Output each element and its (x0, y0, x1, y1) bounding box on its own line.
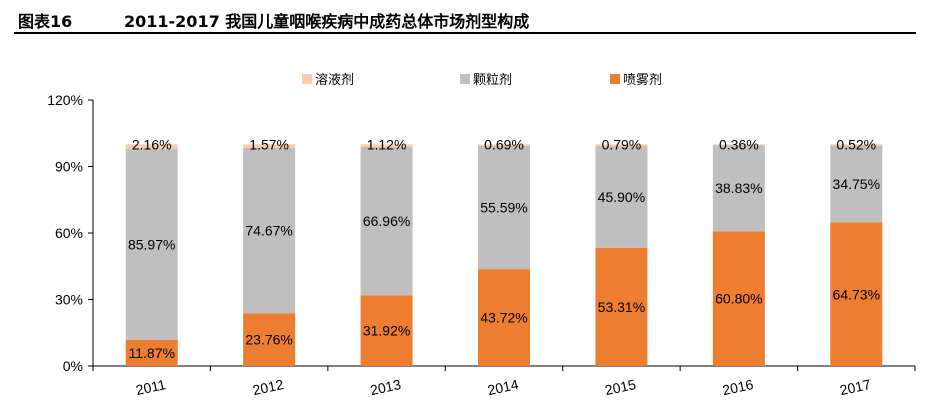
data-label-溶液剂: 2.16% (132, 136, 172, 152)
data-label-喷雾剂: 31.92% (363, 323, 410, 339)
legend-swatch (460, 74, 470, 84)
bar-segment-溶液剂 (712, 144, 765, 146)
y-tick-label: 30% (55, 292, 83, 308)
x-tick-label: 2016 (721, 376, 755, 398)
data-label-颗粒剂: 55.59% (480, 199, 527, 215)
bar-segment-颗粒剂 (243, 147, 296, 314)
chart-data-labels: 11.87% 85.97% 2.16% 23.76% 74.67% 1.57% 31.92%… (128, 136, 880, 361)
y-tick-label: 60% (55, 225, 83, 241)
data-label-溶液剂: 1.57% (249, 136, 289, 152)
x-tick-label: 2017 (838, 376, 872, 398)
data-label-颗粒剂: 38.83% (715, 180, 762, 196)
x-tick-label: 2011 (134, 376, 167, 398)
bar-segment-溶液剂 (830, 144, 883, 146)
bar-segment-喷雾剂 (595, 247, 648, 366)
bar-segment-喷雾剂 (360, 295, 413, 366)
data-label-喷雾剂: 53.31% (598, 299, 645, 315)
legend-swatch (610, 74, 620, 84)
bar-segment-颗粒剂 (125, 149, 178, 340)
figure-header: 图表16 2011-2017 我国儿童咽喉疾病中成药总体市场剂型构成 (14, 6, 916, 34)
figure-label: 图表16 (18, 12, 73, 31)
y-tick-label: 120% (47, 92, 83, 108)
bar-segment-溶液剂 (595, 144, 648, 147)
figure-title: 2011-2017 我国儿童咽喉疾病中成药总体市场剂型构成 (124, 12, 530, 31)
data-label-颗粒剂: 34.75% (833, 176, 880, 192)
bar-segment-颗粒剂 (478, 145, 530, 270)
legend-label: 溶液剂 (315, 73, 354, 88)
data-label-溶液剂: 0.79% (602, 136, 642, 152)
data-label-溶液剂: 0.52% (836, 136, 876, 152)
data-label-溶液剂: 0.69% (484, 136, 524, 152)
y-tick-label: 90% (55, 159, 83, 175)
data-label-喷雾剂: 64.73% (833, 286, 880, 302)
data-label-溶液剂: 0.36% (719, 136, 759, 152)
bar-segment-溶液剂 (125, 144, 178, 150)
bar-segment-喷雾剂 (125, 339, 178, 366)
x-tick-label: 2014 (486, 376, 520, 398)
x-axis-ticks: 2011 2012 2013 2014 2015 2016 2017 (134, 376, 872, 398)
legend-label: 喷雾剂 (623, 73, 662, 88)
x-tick-label: 2015 (603, 376, 637, 398)
bar-segment-喷雾剂 (478, 269, 530, 366)
bar-segment-颗粒剂 (360, 146, 413, 296)
legend-label: 颗粒剂 (473, 73, 512, 88)
chart-bars (125, 144, 883, 366)
legend-swatch (302, 74, 312, 84)
bar-segment-溶液剂 (360, 144, 413, 147)
bar-segment-颗粒剂 (830, 145, 883, 223)
bar-segment-喷雾剂 (712, 231, 765, 366)
bar-segment-喷雾剂 (243, 313, 296, 366)
bar-segment-喷雾剂 (830, 222, 883, 366)
x-tick-label: 2013 (369, 376, 403, 398)
data-label-喷雾剂: 60.80% (715, 291, 762, 307)
chart-legend: 溶液剂 颗粒剂 喷雾剂 (302, 73, 662, 88)
bar-segment-颗粒剂 (595, 146, 648, 248)
data-label-颗粒剂: 74.67% (245, 223, 292, 239)
bar-segment-溶液剂 (478, 144, 530, 146)
data-label-颗粒剂: 45.90% (598, 189, 645, 205)
y-tick-label: 0% (63, 358, 83, 374)
data-label-颗粒剂: 85.97% (128, 236, 175, 252)
data-label-溶液剂: 1.12% (367, 136, 407, 152)
data-label-喷雾剂: 23.76% (245, 332, 292, 348)
bar-segment-溶液剂 (243, 144, 296, 148)
bar-segment-颗粒剂 (712, 145, 765, 232)
data-label-颗粒剂: 66.96% (363, 213, 410, 229)
data-label-喷雾剂: 11.87% (128, 345, 174, 361)
x-tick-label: 2012 (251, 376, 285, 398)
data-label-喷雾剂: 43.72% (480, 310, 527, 326)
